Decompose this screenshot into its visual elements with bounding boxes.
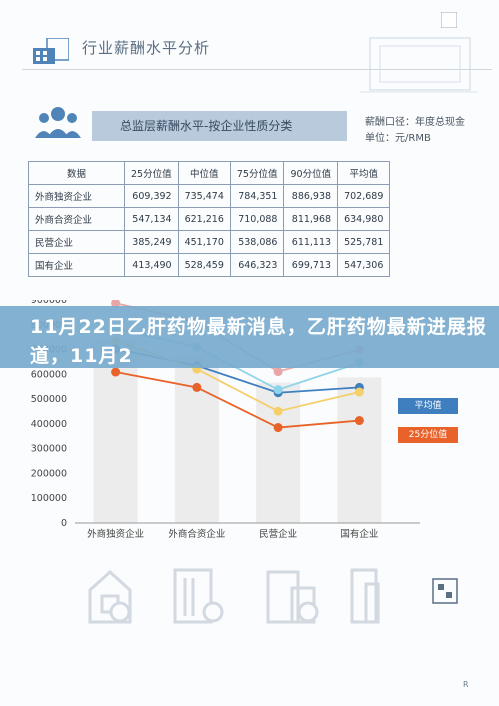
table-header-cell: 数据 (28, 161, 125, 185)
table-cell: 702,689 (337, 184, 391, 208)
table-cell: 外商合资企业 (28, 207, 125, 231)
table-cell: 547,306 (337, 253, 391, 277)
section-ribbon (92, 111, 347, 141)
table-header-row: 数据 25分位值 中位值 75分位值 90分位值 平均值 (28, 161, 391, 185)
series-line (115, 371, 360, 429)
table-cell: 国有企业 (28, 253, 125, 277)
table-header-cell: 中位值 (177, 161, 231, 185)
unit-note: 单位：元/RMB (365, 133, 431, 144)
header-divider (22, 69, 492, 70)
legend-average: 平均值 (398, 398, 458, 414)
table-row: 外商合资企业 547,134 621,216 710,088 811,968 6… (28, 207, 391, 231)
table-cell: 611,113 (283, 230, 339, 254)
table-cell: 735,474 (177, 184, 231, 208)
table-header-cell: 75分位值 (229, 161, 285, 185)
y-tick-label: 500000 (31, 394, 67, 405)
y-tick-label: 600000 (31, 369, 67, 380)
y-tick-label: 0 (61, 518, 67, 529)
x-tick-label: 外商独资企业 (87, 528, 144, 540)
sole-foreign-building-icon (88, 569, 132, 624)
data-point (354, 387, 364, 397)
table-row: 民营企业 385,249 451,170 538,086 611,113 525… (28, 230, 391, 254)
headline-banner (0, 306, 499, 368)
state-owned-building-icon (350, 568, 380, 624)
table-header-cell: 25分位值 (124, 161, 179, 185)
category-bar (174, 355, 219, 523)
table-cell: 609,392 (124, 184, 179, 208)
table-cell: 民营企业 (28, 230, 125, 254)
table-cell: 528,459 (177, 253, 231, 277)
salary-basis-note: 薪酬口径：年度总现金 (365, 117, 465, 128)
table-cell: 710,088 (229, 207, 285, 231)
table-cell: 538,086 (229, 230, 285, 254)
x-tick-label: 外商合资企业 (168, 528, 225, 540)
enterprise-type-icons (88, 568, 380, 624)
table-cell: 886,938 (283, 184, 339, 208)
data-point (111, 367, 121, 377)
table-cell: 525,781 (337, 230, 391, 254)
data-point (192, 382, 202, 392)
table-cell: 784,351 (229, 184, 285, 208)
table-cell: 外商独资企业 (28, 184, 125, 208)
table-cell: 413,490 (124, 253, 179, 277)
data-point (111, 300, 121, 308)
table-cell: 699,713 (283, 253, 339, 277)
data-point (273, 406, 283, 416)
corner-tag: R (463, 680, 469, 689)
data-point (273, 423, 283, 433)
table-row: 国有企业 413,490 528,459 646,323 699,713 547… (28, 253, 391, 277)
corner-decoration-icon (432, 578, 458, 604)
data-point (354, 416, 364, 426)
table-cell: 385,249 (124, 230, 179, 254)
x-tick-label: 国有企业 (340, 528, 378, 540)
table-cell: 621,216 (177, 207, 231, 231)
page-title: 行业薪酬水平分析 (82, 39, 211, 57)
y-tick-label: 200000 (31, 468, 67, 479)
table-header-cell: 平均值 (337, 161, 391, 185)
y-tick-label: 300000 (31, 444, 67, 455)
data-point (273, 367, 283, 377)
headline-text: 11月22日乙肝药物最新消息，乙肝药物最新进展报道，11月2 (30, 316, 487, 367)
table-cell: 646,323 (229, 253, 285, 277)
table-row: 外商独资企业 609,392 735,474 784,351 886,938 7… (28, 184, 391, 208)
building-logo-icon (33, 38, 69, 64)
table-cell: 451,170 (177, 230, 231, 254)
table-cell: 634,980 (337, 207, 391, 231)
y-tick-label: 100000 (31, 493, 67, 504)
section-title: 总监层薪酬水平-按企业性质分类 (120, 119, 293, 133)
legend-25th-percentile: 25分位值 (398, 427, 458, 443)
corner-badge (440, 11, 458, 29)
table-cell: 547,134 (124, 207, 179, 231)
private-building-icon (266, 570, 319, 624)
table-cell: 811,968 (283, 207, 339, 231)
data-point (273, 385, 283, 395)
y-tick-label: 400000 (31, 419, 67, 430)
salary-table: 数据 25分位值 中位值 75分位值 90分位值 平均值 外商独资企业 609,… (28, 161, 391, 277)
category-bar (337, 377, 382, 523)
y-tick-label: 900000 (31, 300, 67, 306)
joint-venture-building-icon (173, 568, 224, 624)
x-tick-label: 民营企业 (259, 528, 297, 540)
decorative-lines-icon (360, 37, 478, 93)
category-bar (256, 382, 301, 523)
people-group-icon (35, 107, 81, 138)
table-header-cell: 90分位值 (283, 161, 339, 185)
